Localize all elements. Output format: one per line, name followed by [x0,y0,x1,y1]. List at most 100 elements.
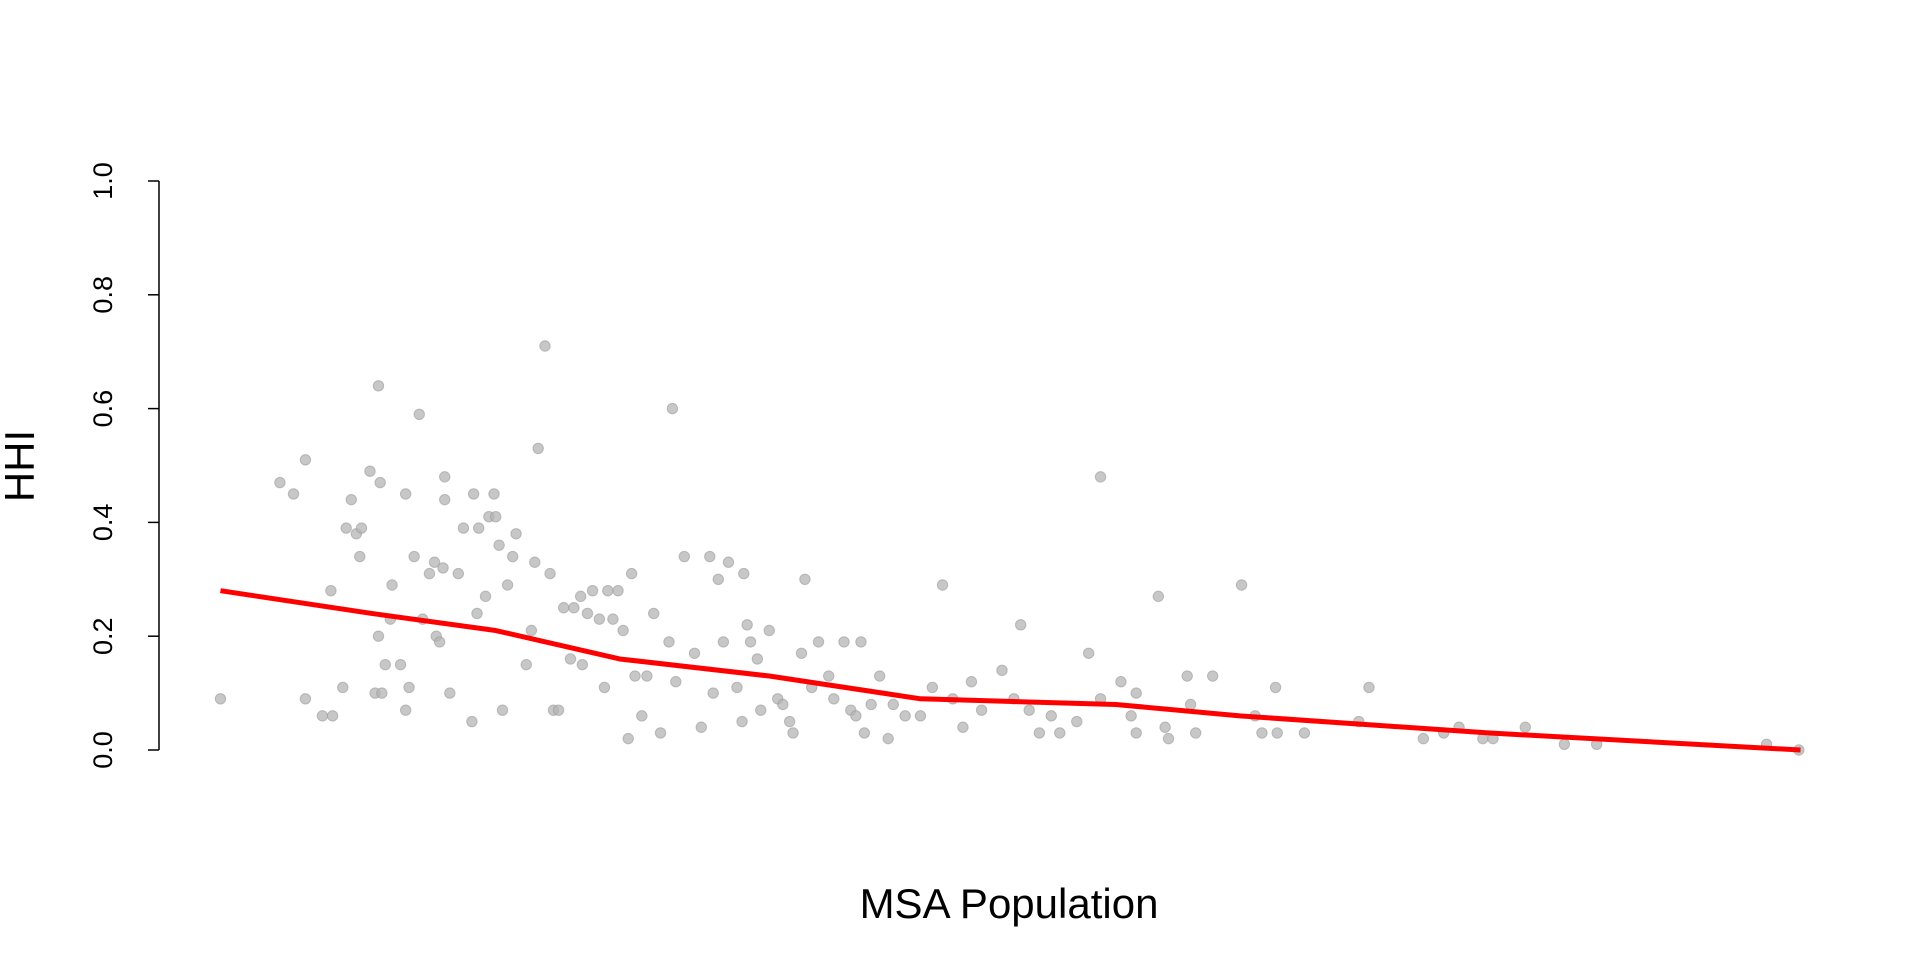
point [345,493,357,506]
point [364,465,376,477]
point [399,488,412,500]
point [355,522,368,534]
point [899,710,911,722]
point [783,715,796,728]
point [488,488,500,500]
point [529,556,541,568]
point [1181,670,1193,682]
point [581,607,594,620]
point [648,607,660,620]
point [1130,727,1142,739]
point [1206,670,1219,682]
point [466,715,478,728]
point [471,607,483,620]
point [1125,710,1137,722]
point [1271,727,1283,739]
point [552,704,565,716]
point [493,539,505,551]
point [1519,721,1531,733]
point [325,584,337,597]
point [1023,704,1035,716]
point [1094,471,1107,483]
point [473,522,485,534]
point [1045,710,1057,722]
y-tick-label: 0.8 [88,276,118,314]
point [1162,732,1175,745]
point [1256,727,1268,739]
point [1189,727,1202,739]
point [506,550,519,563]
point [795,647,808,659]
point [403,681,415,694]
point [666,402,679,415]
point [501,579,514,591]
point [479,590,492,603]
point [1014,619,1027,631]
point [751,653,764,665]
point [423,567,436,580]
point [654,727,667,739]
point [1082,647,1095,659]
y-tick-label: 0.4 [88,504,118,542]
point [755,704,767,716]
point [372,630,385,642]
point [636,710,648,722]
point [568,602,580,614]
point [838,636,850,648]
point [1152,590,1165,603]
point [712,573,724,585]
point [408,550,420,563]
point [602,584,614,597]
point [532,442,544,455]
point [828,693,840,705]
point [1269,681,1282,694]
point [413,408,425,420]
point [544,567,556,580]
point [214,693,227,705]
point [557,602,570,614]
point [1558,738,1571,751]
point [965,676,978,688]
point [433,636,446,648]
point [736,715,748,728]
point [1417,732,1430,745]
point [763,624,775,637]
y-tick-label: 0.0 [88,731,118,769]
point [850,710,862,722]
point [722,556,735,568]
point [1054,727,1066,739]
point [914,710,927,722]
point [738,567,750,580]
point [437,562,449,574]
point [496,704,509,716]
point [428,556,441,568]
point [957,721,969,733]
y-tick-label: 0.6 [88,390,118,428]
point [617,624,629,637]
point [629,670,641,682]
point [670,676,682,688]
y-axis-label: HHI [0,430,43,502]
point [622,732,634,745]
point [467,488,480,500]
point [299,693,312,705]
point [695,721,707,733]
point [274,476,286,489]
fit-line [220,588,1801,753]
point [707,687,719,699]
point [744,636,757,648]
point [704,550,716,563]
point [865,698,877,711]
point [510,528,522,540]
point [823,670,835,682]
point [394,658,407,671]
point [326,710,339,722]
point [607,613,619,625]
point [926,681,939,694]
point [372,380,385,392]
point [354,550,366,563]
point [299,454,312,466]
point [399,704,412,716]
point [1363,681,1375,694]
point [386,579,398,591]
